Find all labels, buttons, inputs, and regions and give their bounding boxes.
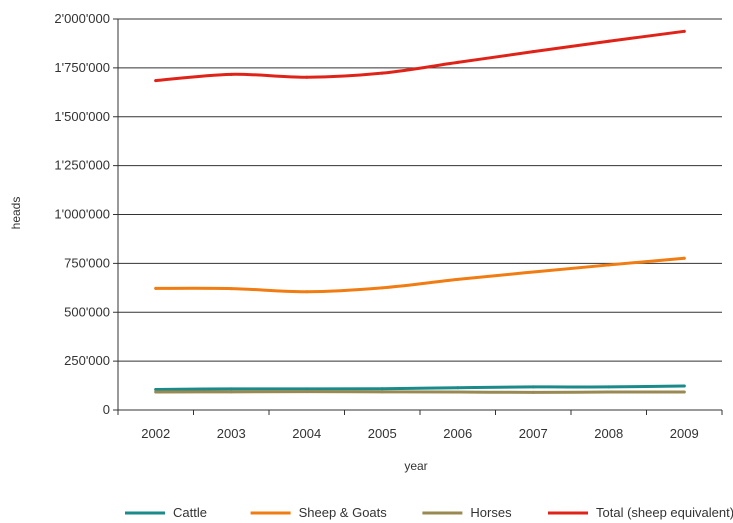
data-point-total-sheep-equivalent (229, 72, 233, 76)
legend-label-total-sheep-equivalent: Total (sheep equivalent) (596, 505, 733, 520)
legend: Cattle Sheep & Goats Horses Total (sheep eq… (125, 505, 733, 520)
data-point-sheep-goats (456, 277, 460, 281)
data-point-sheep-goats (380, 286, 384, 290)
legend-label-sheep-goats: Sheep & Goats (299, 505, 388, 520)
y-tick-label: 0 (103, 402, 110, 417)
data-point-total-sheep-equivalent (456, 60, 460, 64)
data-point-cattle (531, 385, 535, 389)
data-point-total-sheep-equivalent (380, 71, 384, 75)
data-point-horses (531, 390, 535, 394)
y-tick-label: 750'000 (64, 255, 110, 270)
data-point-horses (456, 390, 460, 394)
y-tick-label: 1'500'000 (54, 109, 110, 124)
x-tick-label: 2002 (141, 426, 170, 441)
legend-label-cattle: Cattle (173, 505, 207, 520)
data-point-sheep-goats (682, 256, 686, 260)
data-point-cattle (305, 387, 309, 391)
data-point-total-sheep-equivalent (154, 79, 158, 83)
data-point-sheep-goats (607, 263, 611, 267)
x-tick-label: 2003 (217, 426, 246, 441)
data-point-sheep-goats (305, 290, 309, 294)
y-tick-label: 1'750'000 (54, 60, 110, 75)
x-tick-label: 2004 (292, 426, 321, 441)
data-point-sheep-goats (531, 270, 535, 274)
x-axis-label: year (404, 459, 427, 473)
data-point-horses (607, 390, 611, 394)
series-lines (154, 29, 686, 394)
data-point-cattle (154, 387, 158, 391)
x-tick-label: 2006 (443, 426, 472, 441)
y-tick-label: 1'250'000 (54, 158, 110, 173)
data-point-sheep-goats (229, 287, 233, 291)
data-point-sheep-goats (154, 286, 158, 290)
data-point-total-sheep-equivalent (531, 50, 535, 54)
data-point-total-sheep-equivalent (607, 39, 611, 43)
data-point-cattle (229, 387, 233, 391)
axes (113, 18, 723, 415)
data-point-cattle (456, 386, 460, 390)
data-point-cattle (607, 385, 611, 389)
legend-label-horses: Horses (470, 505, 512, 520)
data-point-total-sheep-equivalent (305, 75, 309, 79)
data-point-total-sheep-equivalent (682, 29, 686, 33)
series-line-sheep-goats (154, 256, 686, 294)
y-tick-label: 1'000'000 (54, 207, 110, 222)
data-point-cattle (682, 384, 686, 388)
x-tick-label: 2007 (519, 426, 548, 441)
data-point-horses (229, 390, 233, 394)
y-axis-label: heads (9, 197, 23, 230)
data-point-horses (154, 390, 158, 394)
data-point-horses (380, 390, 384, 394)
series-line-horses (154, 390, 686, 394)
x-tick-label: 2009 (670, 426, 699, 441)
y-tick-label: 500'000 (64, 304, 110, 319)
data-point-horses (305, 390, 309, 394)
tick-labels: 0 250'000 500'000 750'000 1'000'000 1'250'000… (54, 11, 698, 441)
y-tick-label: 2'000'000 (54, 11, 110, 26)
x-tick-label: 2008 (594, 426, 623, 441)
data-point-horses (682, 390, 686, 394)
y-tick-label: 250'000 (64, 353, 110, 368)
data-point-cattle (380, 387, 384, 391)
series-line-cattle (154, 384, 686, 391)
x-tick-label: 2005 (368, 426, 397, 441)
gridlines (118, 18, 722, 362)
series-line-total-sheep-equivalent (154, 29, 686, 83)
